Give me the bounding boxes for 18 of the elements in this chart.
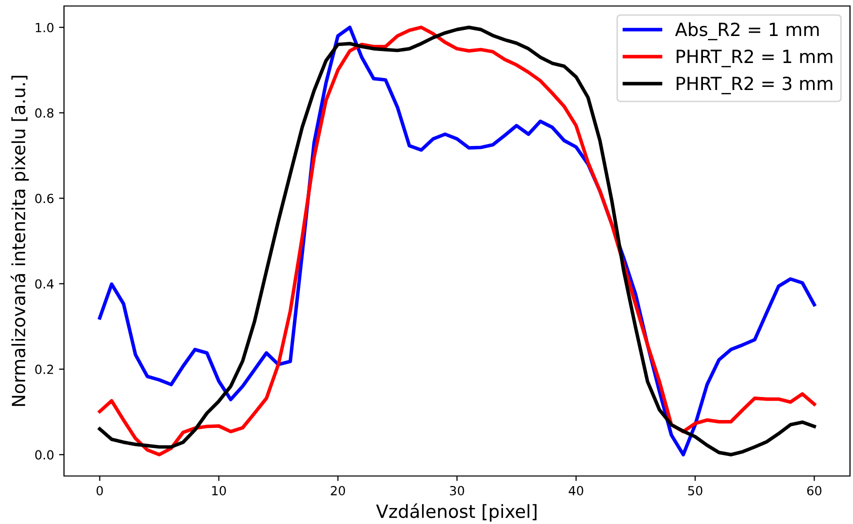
y-axis-title: Normalizovaná intenzita pixelu [a.u.] bbox=[10, 76, 29, 406]
x-axis-title: Vzdálenost [pixel] bbox=[376, 503, 536, 522]
y-tick-label: 0.2 bbox=[35, 364, 54, 374]
x-tick-label: 0 bbox=[96, 486, 103, 496]
y-tick-label: 1.0 bbox=[36, 22, 54, 32]
y-tick-label: 0.8 bbox=[35, 108, 54, 118]
y-tick-label: 0.6 bbox=[35, 194, 54, 204]
x-tick-label: 10 bbox=[212, 486, 226, 496]
legend-label: PHRT_R2 = 1 mm bbox=[676, 50, 832, 68]
x-tick-label: 40 bbox=[568, 486, 584, 496]
y-tick-label: 0.4 bbox=[35, 279, 54, 289]
x-tick-label: 50 bbox=[688, 486, 702, 496]
legend-label: Abs_R2 = 1 mm bbox=[675, 22, 819, 40]
x-tick-label: 20 bbox=[330, 486, 346, 496]
y-tick-label: 0.0 bbox=[35, 450, 54, 460]
legend-label: PHRT_R2 = 3 mm bbox=[676, 76, 832, 94]
x-tick-label: 60 bbox=[807, 486, 822, 496]
x-tick-label: 30 bbox=[450, 486, 464, 496]
